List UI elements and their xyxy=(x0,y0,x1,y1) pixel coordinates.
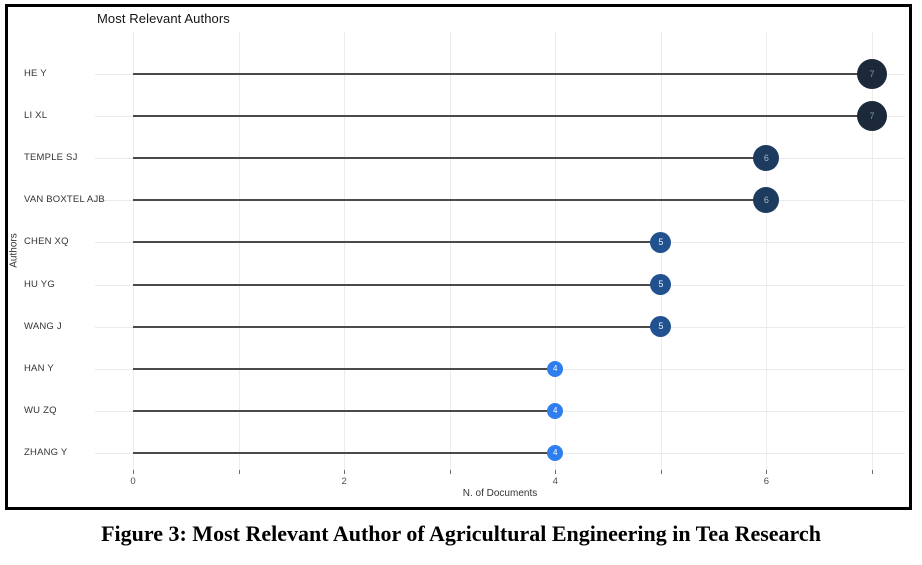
lollipop-stem xyxy=(133,157,767,160)
author-label: LI XL xyxy=(24,110,48,122)
x-axis-tick xyxy=(766,470,768,474)
lollipop-dot: 4 xyxy=(547,402,564,419)
lollipop-stem xyxy=(133,409,556,412)
dot-value-label: 5 xyxy=(658,321,664,332)
dot-value-label: 4 xyxy=(553,447,558,457)
dot-value-label: 4 xyxy=(553,405,558,415)
x-axis-tick xyxy=(449,470,451,474)
lollipop-stem xyxy=(133,325,661,328)
lollipop-dot: 5 xyxy=(650,316,672,338)
dot-value-label: 7 xyxy=(869,110,875,121)
author-label: ZHANG Y xyxy=(24,446,68,458)
lollipop-dot: 4 xyxy=(547,360,564,377)
lollipop-dot: 7 xyxy=(856,59,887,89)
plot-panel: 7 7 6 6 5 5 5 4 4 4 xyxy=(95,32,905,470)
author-label: VAN BOXTEL AJB xyxy=(24,194,105,206)
author-label: WU ZQ xyxy=(24,404,57,416)
author-label: TEMPLE SJ xyxy=(24,152,78,164)
author-label: WANG J xyxy=(24,320,62,332)
x-axis-tick xyxy=(871,470,873,474)
lollipop-stem xyxy=(133,73,872,75)
lollipop-dot: 7 xyxy=(856,101,887,132)
lollipop-stem xyxy=(133,115,872,118)
lollipop-stem xyxy=(133,283,661,286)
lollipop-dot: 4 xyxy=(547,444,564,461)
x-gridline xyxy=(238,32,240,470)
lollipop-stem xyxy=(133,241,661,244)
x-tick-label: 0 xyxy=(130,476,136,487)
lollipop-dot: 5 xyxy=(650,274,672,295)
author-label: HE Y xyxy=(24,68,47,79)
lollipop-stem xyxy=(133,199,767,202)
author-label: CHEN XQ xyxy=(24,236,69,248)
lollipop-stem xyxy=(133,451,556,454)
lollipop-dot: 6 xyxy=(753,187,780,214)
chart-frame: Most Relevant Authors 7 7 6 6 5 5 5 4 4 4 N. of D… xyxy=(5,4,912,510)
x-axis-tick xyxy=(344,470,346,474)
figure-caption: Figure 3: Most Relevant Author of Agricu… xyxy=(101,521,821,546)
x-gridline xyxy=(449,32,451,470)
author-label: HU YG xyxy=(24,278,55,290)
lollipop-stem xyxy=(133,367,556,370)
x-gridline xyxy=(133,32,134,470)
author-label: HAN Y xyxy=(24,362,54,374)
x-gridline xyxy=(766,32,768,470)
x-axis-tick xyxy=(238,470,240,474)
dot-value-label: 5 xyxy=(658,236,664,247)
dot-value-label: 7 xyxy=(869,68,875,79)
x-axis-tick xyxy=(660,470,662,474)
x-tick-label: 2 xyxy=(341,476,347,487)
lollipop-dot: 5 xyxy=(650,231,672,253)
x-axis-title: N. of Documents xyxy=(462,488,538,499)
y-axis-title: Authors xyxy=(8,233,20,268)
lollipop-dot: 6 xyxy=(753,145,780,172)
dot-value-label: 6 xyxy=(763,152,769,163)
dot-value-label: 5 xyxy=(658,279,664,289)
x-gridline xyxy=(555,32,557,470)
x-gridline xyxy=(871,32,873,470)
x-tick-label: 6 xyxy=(763,476,770,487)
dot-value-label: 4 xyxy=(553,363,558,373)
dot-value-label: 6 xyxy=(763,194,769,205)
x-axis-tick xyxy=(555,470,557,474)
x-gridline xyxy=(344,32,346,470)
chart-title: Most Relevant Authors xyxy=(97,11,230,26)
x-axis-tick xyxy=(133,470,134,474)
x-tick-label: 4 xyxy=(552,476,558,487)
